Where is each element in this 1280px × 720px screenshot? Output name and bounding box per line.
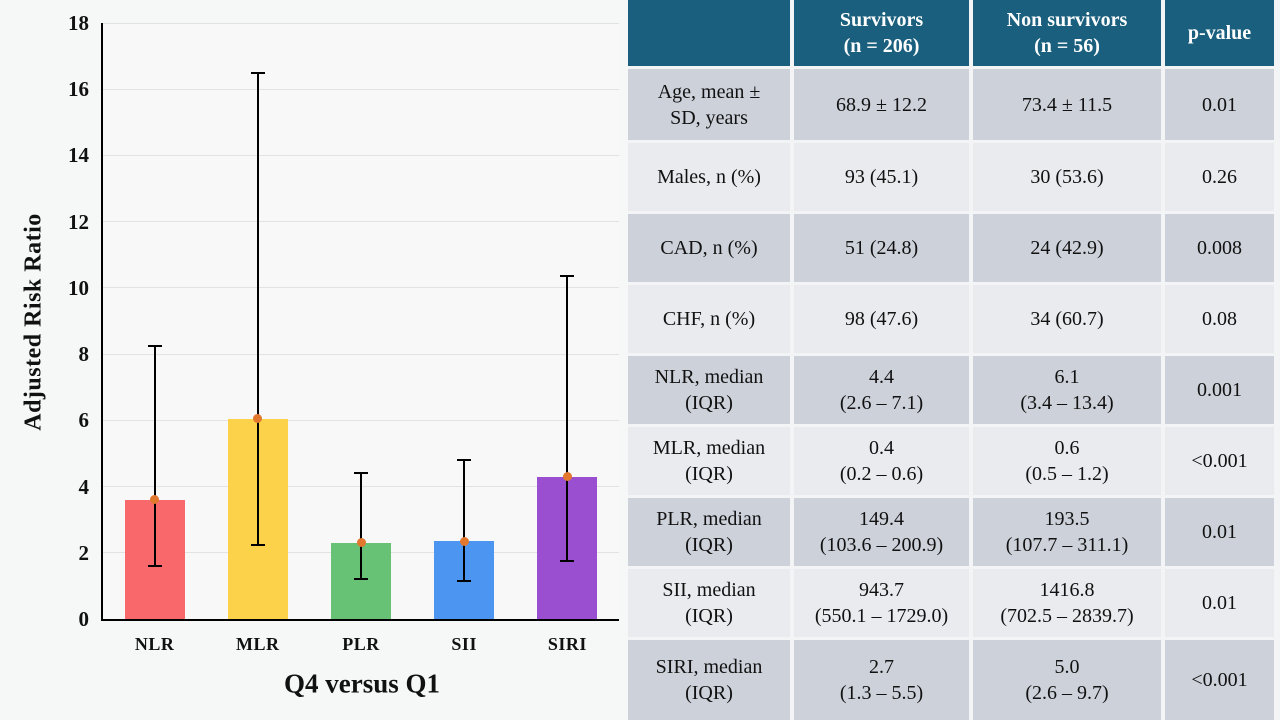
x-axis-line: [101, 619, 619, 621]
row-label: PLR, median (IQR): [628, 498, 790, 566]
p-value: 0.08: [1165, 285, 1274, 353]
y-tick-label: 4: [78, 474, 90, 499]
header-p-value: p-value: [1165, 0, 1274, 66]
row-label: SIRI, median (IQR): [628, 640, 790, 720]
survivors-value: 4.4 (2.6 – 7.1): [794, 356, 969, 424]
non-survivors-value: 73.4 ± 11.5: [973, 69, 1161, 140]
non-survivors-value: 1416.8 (702.5 – 2839.7): [973, 569, 1161, 637]
error-bar-line: [463, 460, 466, 581]
y-tick-label: 14: [68, 143, 89, 168]
survivors-value: 943.7 (550.1 – 1729.0): [794, 569, 969, 637]
header-survivors: Survivors (n = 206): [794, 0, 969, 66]
non-survivors-value: 34 (60.7): [973, 285, 1161, 353]
survivors-value: 93 (45.1): [794, 143, 969, 211]
non-survivors-value: 5.0 (2.6 – 9.7): [973, 640, 1161, 720]
row-label: CAD, n (%): [628, 214, 790, 282]
p-value: 0.01: [1165, 69, 1274, 140]
non-survivors-value: 0.6 (0.5 – 1.2): [973, 427, 1161, 495]
row-label: NLR, median (IQR): [628, 356, 790, 424]
survivors-value: 51 (24.8): [794, 214, 969, 282]
error-bar-cap-bottom: [560, 560, 575, 563]
row-label: SII, median (IQR): [628, 569, 790, 637]
header-non-survivors: Non survivors (n = 56): [973, 0, 1161, 66]
non-survivors-value: 6.1 (3.4 – 13.4): [973, 356, 1161, 424]
y-axis-title: Adjusted Risk Ratio: [20, 213, 47, 431]
p-value: <0.001: [1165, 640, 1274, 720]
category-label: MLR: [236, 634, 280, 654]
error-bar-cap-top: [560, 275, 575, 278]
p-value: 0.01: [1165, 569, 1274, 637]
error-bar-line: [153, 345, 156, 567]
gridline: [103, 353, 619, 355]
survivors-value: 149.4 (103.6 – 200.9): [794, 498, 969, 566]
p-value: <0.001: [1165, 427, 1274, 495]
bar-marker: [562, 472, 572, 482]
p-value: 0.01: [1165, 498, 1274, 566]
bar-marker: [459, 536, 469, 546]
error-bar-line: [566, 276, 569, 562]
gridline: [103, 154, 619, 156]
gridline: [103, 88, 619, 90]
y-axis-line: [101, 23, 103, 621]
survivors-value: 68.9 ± 12.2: [794, 69, 969, 140]
row-label: Age, mean ± SD, years: [628, 69, 790, 140]
y-tick-label: 10: [68, 275, 89, 300]
category-label: SIRI: [547, 634, 587, 654]
y-tick-label: 12: [68, 209, 89, 234]
y-tick-label: 8: [78, 342, 90, 367]
error-bar-line: [360, 473, 362, 580]
row-label: Males, n (%): [628, 143, 790, 211]
adjusted-risk-ratio-bar-chart: Adjusted Risk Ratio Q4 versus Q1 0 2 4 6 8 10…: [0, 0, 628, 720]
error-bar-cap-bottom: [250, 543, 265, 546]
error-bar-cap-bottom: [457, 579, 472, 582]
bar-marker: [253, 414, 263, 424]
category-label: PLR: [342, 634, 380, 654]
gridline: [103, 221, 619, 223]
error-bar-cap-bottom: [147, 565, 162, 568]
bar-marker: [356, 538, 366, 548]
non-survivors-value: 24 (42.9): [973, 214, 1161, 282]
survivors-value: 0.4 (0.2 – 0.6): [794, 427, 969, 495]
row-label: CHF, n (%): [628, 285, 790, 353]
y-tick-label: 0: [78, 607, 90, 631]
survivors-value: 2.7 (1.3 – 5.5): [794, 640, 969, 720]
non-survivors-value: 30 (53.6): [973, 143, 1161, 211]
gridline: [103, 287, 619, 289]
row-label: MLR, median (IQR): [628, 427, 790, 495]
error-bar-cap-top: [354, 472, 368, 475]
x-axis-title: Q4 versus Q1: [283, 668, 441, 699]
gridline: [103, 419, 619, 421]
bar-marker: [150, 495, 160, 505]
category-label: SII: [451, 634, 477, 654]
survivors-comparison-table: Survivors (n = 206) Non survivors (n = 5…: [628, 0, 1278, 720]
non-survivors-value: 193.5 (107.7 – 311.1): [973, 498, 1161, 566]
survivors-value: 98 (47.6): [794, 285, 969, 353]
header-empty-cell: [628, 0, 790, 66]
error-bar-cap-bottom: [354, 578, 368, 581]
y-tick-label: 18: [68, 11, 89, 35]
error-bar-cap-top: [250, 71, 265, 74]
p-value: 0.001: [1165, 356, 1274, 424]
y-tick-label: 6: [78, 408, 90, 433]
y-tick-label: 2: [78, 540, 90, 565]
gridline: [103, 22, 619, 24]
error-bar-cap-top: [147, 344, 162, 347]
y-tick-label: 16: [68, 77, 89, 102]
p-value: 0.008: [1165, 214, 1274, 282]
p-value: 0.26: [1165, 143, 1274, 211]
error-bar-cap-top: [457, 459, 472, 462]
category-label: NLR: [134, 634, 175, 654]
error-bar-line: [256, 72, 259, 545]
